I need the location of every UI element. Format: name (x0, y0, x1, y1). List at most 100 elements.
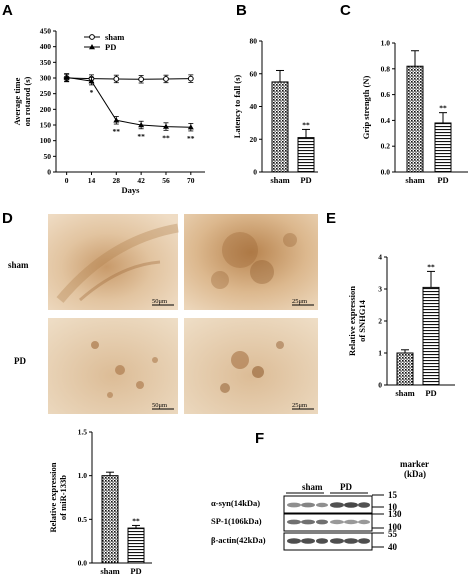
chart-e-y-tick-label: 1 (378, 349, 382, 358)
chart-a-significance: ** (113, 127, 121, 136)
chart-g-x-tick-label: sham (100, 566, 119, 574)
scale-bar-50: 50μm (152, 298, 167, 305)
row-label-pd: PD (14, 356, 26, 366)
chart-g-significance: ** (132, 516, 140, 525)
chart-a-point-pd (162, 123, 169, 129)
chart-b-x-tick-label: sham (270, 175, 289, 185)
micrograph-pd-high: 25μm (184, 318, 318, 414)
chart-g-y-axis-label: Relative expression (48, 462, 58, 532)
chart-b-y-tick-label: 40 (250, 102, 258, 111)
chart-a-line-sham (66, 77, 191, 80)
row-label-sham: sham (8, 260, 29, 270)
legend-marker-pd (89, 44, 95, 50)
chart-a-point-pd (187, 124, 194, 130)
chart-a-point-pd (113, 117, 120, 123)
chart-a-y-tick-label: 300 (40, 74, 52, 83)
chart-c-x-tick-label: PD (437, 175, 448, 185)
chart-g-x-tick-label: PD (130, 566, 141, 574)
chart-a-point-sham (113, 76, 120, 82)
chart-a-x-tick-label: 70 (187, 176, 195, 185)
chart-a-significance: ** (162, 133, 170, 142)
chart-c-y-tick-label: 1.0 (381, 39, 391, 48)
group-label-pd: PD (340, 482, 352, 492)
chart-a-x-tick-label: 14 (88, 176, 96, 185)
chart-a-x-tick-label: 28 (113, 176, 121, 185)
blot-box-actin (283, 532, 373, 551)
chart-a-y-tick-label: 450 (40, 27, 52, 36)
chart-e-y-tick-label: 4 (378, 253, 382, 262)
chart-c-y-axis-label: Grip strength (N) (361, 76, 371, 140)
chart-a-significance: * (90, 88, 94, 97)
panel-d-micrographs: sham PD 50μm 25μm 50μm (8, 214, 318, 414)
marker-unit: (kDa) (404, 469, 426, 479)
chart-c-bar-pd (434, 122, 452, 173)
marker-40: 40 (388, 542, 398, 552)
chart-a-y-tick-label: 200 (40, 105, 52, 114)
chart-c-significance: ** (439, 104, 447, 113)
chart-b-y-axis-label: Latency to fall (s) (232, 75, 242, 139)
chart-e-y-tick-label: 3 (378, 285, 382, 294)
legend-label-sham: sham (105, 32, 124, 42)
chart-a-point-pd (63, 74, 70, 80)
panel-b-letter: B (236, 2, 247, 19)
chart-e-bar-sham (396, 352, 414, 386)
chart-e-bar-pd (422, 286, 440, 386)
chart-b-bar-pd (297, 137, 315, 173)
chart-b-y-tick-label: 0 (253, 168, 257, 177)
chart-e-y-axis-label: Relative expression (347, 286, 357, 356)
chart-a-significance: ** (137, 132, 145, 141)
chart-c-y-tick-label: 0.2 (381, 142, 391, 151)
chart-a-line-pd (66, 76, 191, 128)
chart-e-y-tick-label: 0 (378, 381, 382, 390)
chart-c-bar-sham (406, 65, 424, 173)
panel-e-letter: E (326, 210, 336, 227)
chart-b-bar-sham (271, 81, 289, 173)
chart-c-x-tick-label: sham (405, 175, 424, 185)
chart-g-bar-sham (101, 475, 119, 564)
blot-label-actin: β-actin(42kDa) (211, 535, 266, 545)
chart-e-x-tick-label: PD (425, 388, 436, 398)
chart-a-y-tick-label: 250 (40, 89, 52, 98)
chart-g-y-tick-label: 0.5 (78, 515, 88, 524)
chart-g-y-tick-label: 1.5 (78, 428, 88, 437)
chart-b-x-tick-label: PD (300, 175, 311, 185)
panel-f-letter: F (255, 430, 264, 447)
chart-a-x-tick-label: 56 (162, 176, 170, 185)
chart-g-bar-pd (127, 527, 145, 564)
chart-a-x-tick-label: 42 (137, 176, 145, 185)
scale-bar-50: 50μm (152, 402, 167, 409)
chart-b-y-tick-label: 20 (250, 135, 258, 144)
chart-a-y-tick-label: 0 (47, 168, 51, 177)
chart-g-y-axis-label: of miR-133b (58, 475, 68, 520)
chart-a-significance: ** (187, 134, 195, 143)
chart-a-y-tick-label: 50 (44, 152, 52, 161)
micrograph-pd-low: 50μm (48, 318, 178, 414)
chart-a-point-pd (88, 78, 95, 84)
blot-label-asyn: α-syn(14kDa) (211, 498, 260, 508)
chart-g-y-tick-label: 0.0 (78, 559, 88, 568)
scale-bar-25: 25μm (292, 298, 307, 305)
chart-a-y-tick-label: 350 (40, 58, 52, 67)
scale-bar-25: 25μm (292, 402, 307, 409)
panel-c-letter: C (340, 2, 351, 19)
chart-b-y-tick-label: 60 (250, 69, 258, 78)
chart-mir133b: 0.0 0.5 1.0 1.5 Relative expression of miR-13… (48, 428, 152, 574)
chart-a-y-axis-label: Average time (12, 77, 22, 125)
chart-c-y-tick-label: 0.4 (381, 116, 391, 125)
group-label-sham: sham (302, 482, 323, 492)
marker-title: marker (400, 459, 429, 469)
chart-a-y-tick-label: 400 (40, 42, 52, 51)
blot-box-asyn (283, 495, 373, 514)
blot-label-sp1: SP-1(106kDa) (211, 516, 262, 526)
chart-a-point-pd (138, 122, 145, 128)
chart-a-y-tick-label: 150 (40, 121, 52, 130)
chart-a-point-sham (163, 76, 169, 82)
chart-c-y-tick-label: 0.6 (381, 90, 391, 99)
marker-130: 130 (388, 509, 402, 519)
chart-c-y-tick-label: 0.0 (381, 168, 391, 177)
marker-15: 15 (388, 490, 398, 500)
chart-a-point-sham (187, 75, 194, 82)
chart-b-significance: ** (302, 120, 310, 129)
blot-box-sp1 (283, 513, 373, 532)
